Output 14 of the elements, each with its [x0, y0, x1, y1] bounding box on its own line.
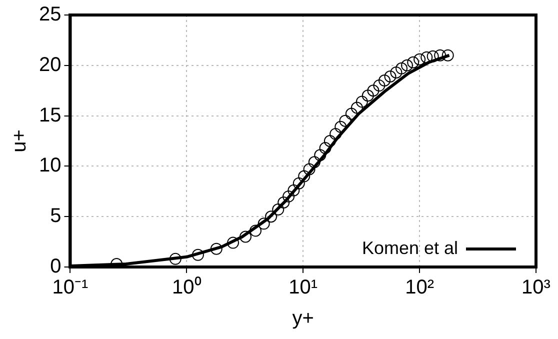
x-tick-label: 10⁰ [172, 276, 202, 299]
y-tick-label: 10 [38, 154, 62, 177]
x-tick-label: 10² [405, 276, 434, 299]
y-tick-label: 5 [50, 205, 62, 228]
x-tick-label: 10¹ [288, 276, 318, 299]
y-tick-label: 15 [38, 104, 62, 126]
y-axis-title: u+ [8, 130, 31, 152]
y-tick-label: 0 [50, 256, 62, 278]
x-tick-label: 10⁻¹ [52, 276, 89, 299]
x-axis-title: y+ [292, 308, 314, 330]
x-tick-label: 10³ [522, 276, 551, 299]
y-tick-label: 20 [38, 54, 62, 76]
y-tick-label: 25 [38, 4, 62, 26]
legend-label: Komen et al [362, 238, 458, 258]
